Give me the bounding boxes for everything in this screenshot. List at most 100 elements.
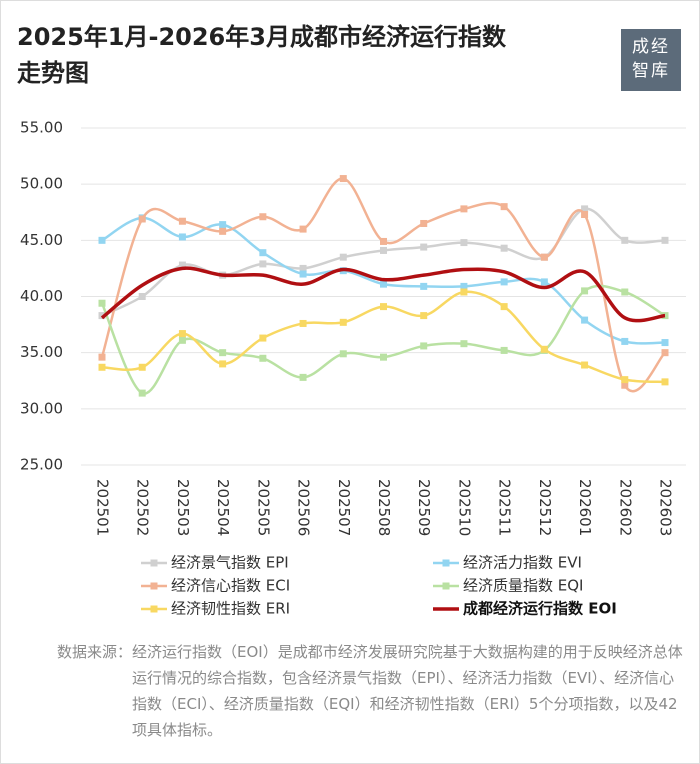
point-marker	[621, 376, 629, 384]
title-line: 2025年1月-2026年3月成都市经济运行指数	[17, 23, 506, 51]
y-tick-label: 25.00	[20, 456, 63, 474]
point-marker	[219, 227, 227, 235]
y-tick-label: 50.00	[20, 175, 63, 193]
point-marker	[460, 288, 468, 296]
point-marker	[581, 287, 589, 295]
y-tick-label: 45.00	[20, 231, 63, 249]
point-marker	[219, 221, 227, 229]
point-marker	[178, 336, 186, 344]
legend-label: 经济信心指数 ECI	[171, 577, 290, 595]
point-marker	[661, 349, 669, 357]
legend-marker	[442, 582, 450, 590]
x-tick-label: 202512	[536, 479, 554, 536]
series	[98, 284, 669, 397]
legend-marker	[150, 605, 158, 613]
x-tick-label: 202507	[335, 479, 353, 536]
legend-marker	[150, 559, 158, 567]
point-marker	[259, 334, 267, 342]
point-marker	[138, 389, 146, 397]
x-tick-label: 202508	[375, 479, 393, 536]
point-marker	[581, 210, 589, 218]
point-marker	[259, 213, 267, 221]
legend-marker	[442, 559, 450, 567]
point-marker	[540, 345, 548, 353]
x-tick-label: 202603	[657, 479, 675, 536]
point-marker	[621, 337, 629, 345]
point-marker	[500, 303, 508, 311]
source-text: 经济运行指数（EOI）是成都市经济发展研究院基于大数据构建的用于反映经济总体运行…	[132, 643, 683, 739]
point-marker	[299, 270, 307, 278]
point-marker	[621, 236, 629, 244]
point-marker	[621, 288, 629, 296]
point-marker	[98, 363, 106, 371]
series-line	[101, 207, 666, 317]
x-tick-label: 202602	[616, 479, 634, 536]
source-note: 数据来源： 经济运行指数（EOI）是成都市经济发展研究院基于大数据构建的用于反映…	[57, 639, 687, 743]
point-marker	[581, 361, 589, 369]
point-marker	[420, 282, 428, 290]
series	[98, 288, 669, 386]
point-marker	[621, 381, 629, 389]
point-marker	[98, 236, 106, 244]
point-marker	[178, 261, 186, 269]
y-tick-label: 40.00	[20, 287, 63, 305]
series-line	[100, 284, 666, 395]
point-marker	[339, 253, 347, 261]
x-tick-label: 202506	[295, 479, 313, 536]
series-line	[100, 266, 666, 323]
legend-label: 经济质量指数 EQI	[463, 577, 583, 595]
point-marker	[661, 236, 669, 244]
point-marker	[380, 237, 387, 245]
point-marker	[138, 215, 146, 223]
series	[100, 266, 666, 323]
x-tick-label: 202502	[134, 479, 152, 536]
point-marker	[138, 293, 146, 300]
point-marker	[259, 249, 267, 257]
point-marker	[420, 243, 428, 251]
point-marker	[98, 353, 106, 361]
point-marker	[339, 318, 347, 326]
point-marker	[138, 363, 146, 371]
point-marker	[259, 260, 267, 268]
point-marker	[460, 205, 468, 213]
legend-label: 成都经济运行指数 EOI	[463, 600, 617, 618]
point-marker	[420, 312, 428, 320]
point-marker	[500, 278, 508, 286]
point-marker	[460, 239, 468, 247]
logo: 成经 智库	[621, 29, 681, 91]
point-marker	[98, 299, 106, 307]
chart-title: 2025年1月-2026年3月成都市经济运行指数 走势图	[17, 19, 506, 91]
point-marker	[178, 217, 186, 225]
y-tick-label: 35.00	[20, 343, 63, 361]
x-tick-label: 202601	[576, 479, 594, 536]
point-marker	[219, 349, 227, 357]
point-marker	[380, 353, 387, 361]
point-marker	[380, 246, 387, 254]
point-marker	[339, 350, 347, 358]
point-marker	[380, 303, 387, 311]
point-marker	[420, 219, 428, 227]
legend-marker	[150, 582, 158, 590]
legend-label: 经济景气指数 EPI	[171, 554, 289, 572]
series	[98, 205, 669, 320]
point-marker	[178, 233, 186, 241]
legend-label: 经济韧性指数 ERI	[171, 600, 290, 618]
point-marker	[460, 340, 468, 348]
x-tick-label: 202510	[455, 479, 473, 536]
point-marker	[339, 175, 347, 183]
point-marker	[299, 225, 307, 233]
source-label: 数据来源：	[57, 643, 133, 661]
point-marker	[219, 360, 227, 368]
point-marker	[500, 203, 508, 211]
x-tick-label: 202504	[214, 479, 232, 536]
y-tick-label: 55.00	[20, 119, 63, 137]
point-marker	[299, 373, 307, 381]
point-marker	[380, 280, 387, 288]
point-marker	[540, 253, 548, 261]
y-tick-label: 30.00	[20, 399, 63, 417]
point-marker	[299, 319, 307, 327]
point-marker	[540, 278, 548, 286]
point-marker	[259, 354, 267, 362]
